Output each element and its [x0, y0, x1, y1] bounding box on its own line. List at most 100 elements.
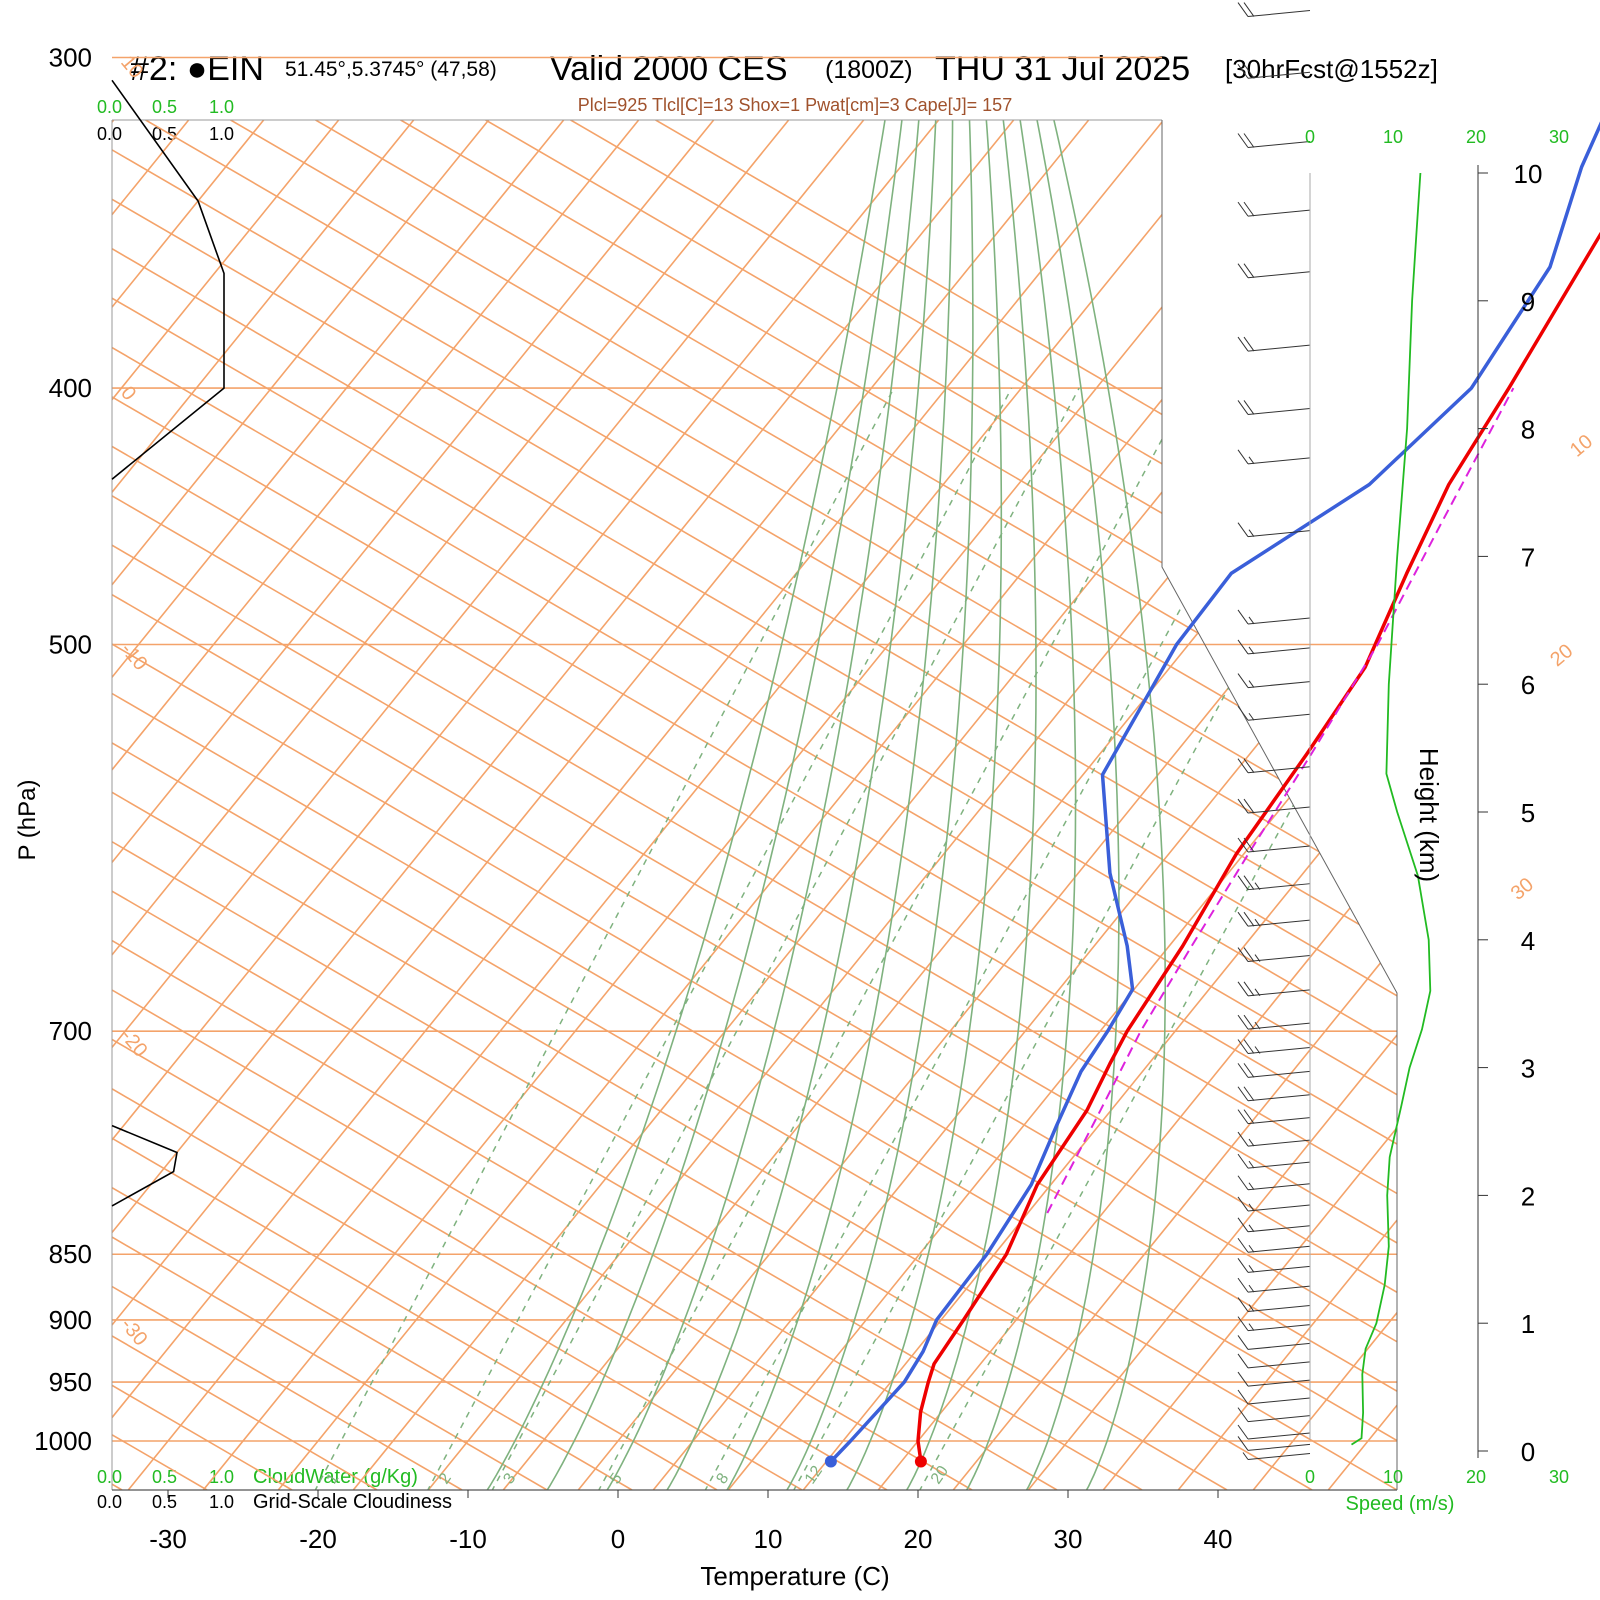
barb-flag [1243, 263, 1255, 279]
x-axis-title: Temperature (C) [700, 1561, 889, 1591]
wind-barb [1237, 837, 1311, 853]
barb-staff [1247, 10, 1311, 18]
barb-staff [1247, 1094, 1311, 1102]
speed-tick-top: 30 [1549, 127, 1569, 147]
barb-flag [1237, 1277, 1249, 1293]
barb-flag [1237, 263, 1249, 279]
height-tick-label: 5 [1521, 798, 1535, 828]
dry-adiabat-line [112, 120, 1397, 1490]
y-tick-label: 950 [49, 1367, 92, 1397]
dry-adiabat-line [112, 120, 888, 1490]
barb-half-flag [1248, 616, 1255, 625]
barb-staff [1247, 71, 1311, 79]
mixing-ratio-lines: 1 2 3 5 8 12 20 [313, 387, 1397, 1490]
isotherm-line [1327, 120, 1397, 1490]
wind-barb [1237, 2, 1311, 18]
barb-flag [1237, 1424, 1249, 1440]
wind-barb [1237, 1335, 1311, 1350]
wind-barb [1237, 705, 1311, 721]
height-tick-label: 0 [1521, 1437, 1535, 1467]
barb-staff [1247, 1415, 1311, 1423]
isotherm-line [112, 120, 715, 1490]
speed-tick-bottom: 0 [1305, 1467, 1315, 1487]
wind-barb [1237, 1297, 1311, 1313]
y-axis-title: P (hPa) [14, 780, 41, 861]
barb-half-flag [1254, 954, 1261, 962]
isotherm-label: 20 [1546, 640, 1577, 671]
wind-barb [1237, 1063, 1311, 1078]
wind-barb [1237, 947, 1311, 963]
y-tick-label: 700 [49, 1016, 92, 1046]
barb-flag [1243, 947, 1255, 962]
temperature-surface-point [914, 1455, 927, 1468]
barb-flag [1237, 63, 1249, 79]
wind-barb [1237, 1014, 1311, 1030]
barb-flag [1237, 1131, 1249, 1147]
parcel-line [1046, 387, 1515, 1214]
barb-flag [1237, 1014, 1249, 1030]
cloudwater-tick-top-1: 0.5 [152, 97, 177, 117]
wind-barb [1237, 673, 1311, 689]
barb-flag [1243, 837, 1255, 853]
station-label: #2: ●EIN [130, 50, 264, 88]
barb-flag [1243, 798, 1255, 814]
barb-staff [1247, 1204, 1311, 1212]
temperature-pressure-axes: -30-20-100102030402503004005007008509009… [34, 43, 1232, 1554]
wind-barb [1237, 1407, 1311, 1423]
dry-adiabat-line [112, 120, 633, 1490]
wind-barb [1237, 1277, 1311, 1293]
wind-barb [1237, 133, 1311, 148]
wind-barb [1237, 639, 1311, 655]
mixing-ratio-line [426, 387, 1013, 1490]
barb-half-flag [1242, 1452, 1249, 1460]
isotherm-line [1027, 120, 1397, 1490]
moist-adiabat-line [541, 120, 932, 1490]
barb-flag [1237, 1109, 1249, 1124]
mixing-ratio-line [597, 387, 1191, 1490]
barb-flag [1237, 1039, 1249, 1054]
barb-flag [1237, 1237, 1249, 1253]
isotherm-line [112, 120, 865, 1490]
isotherm-line [112, 120, 340, 1490]
dry-adiabat-line [112, 120, 1397, 1490]
temperature-line [916, 231, 1600, 1462]
isotherm-line [877, 120, 1397, 1490]
dry-adiabat-line [112, 120, 1397, 1490]
barb-flag [1237, 875, 1249, 890]
barb-flag [1243, 201, 1255, 217]
moist-adiabat-line [841, 120, 1003, 1490]
isotherm-line [1102, 120, 1397, 1490]
cloudiness-line [111, 79, 225, 480]
wind-barb [1237, 1436, 1311, 1451]
height-tick-label: 8 [1521, 415, 1535, 445]
barb-flag [1237, 449, 1249, 465]
wind-barb [1237, 798, 1311, 814]
dry-adiabat-line [112, 120, 1397, 1490]
wind-barb [1242, 1452, 1311, 1460]
barb-half-flag [1248, 1304, 1255, 1312]
cloudwater-tick-bottom-1: 0.5 [152, 1467, 177, 1487]
barb-flag [1237, 1389, 1249, 1405]
wind-barb [1237, 336, 1311, 352]
isotherm-line [952, 120, 1397, 1490]
barb-flag [1243, 875, 1255, 890]
y-tick-label: 900 [49, 1305, 92, 1335]
isobar-lines [112, 56, 1397, 1442]
speed-axis-title: Speed (m/s) [1346, 1493, 1455, 1515]
isotherm-line [127, 120, 1240, 1490]
barb-flag [1243, 63, 1255, 79]
barb-flag [1237, 1175, 1249, 1191]
dry-adiabat-line [112, 120, 1397, 1490]
speed-tick-top: 10 [1383, 127, 1403, 147]
y-tick-label: 400 [49, 373, 92, 403]
isotherm-line [112, 120, 790, 1490]
zulu-time: (1800Z) [825, 56, 913, 84]
wind-barb [1237, 522, 1311, 538]
x-tick-label: -10 [449, 1524, 487, 1554]
barb-flag [1243, 336, 1255, 352]
dry-adiabat-line [112, 120, 293, 1490]
barb-half-flag [1248, 529, 1255, 537]
moist-adiabat-line [481, 120, 926, 1490]
